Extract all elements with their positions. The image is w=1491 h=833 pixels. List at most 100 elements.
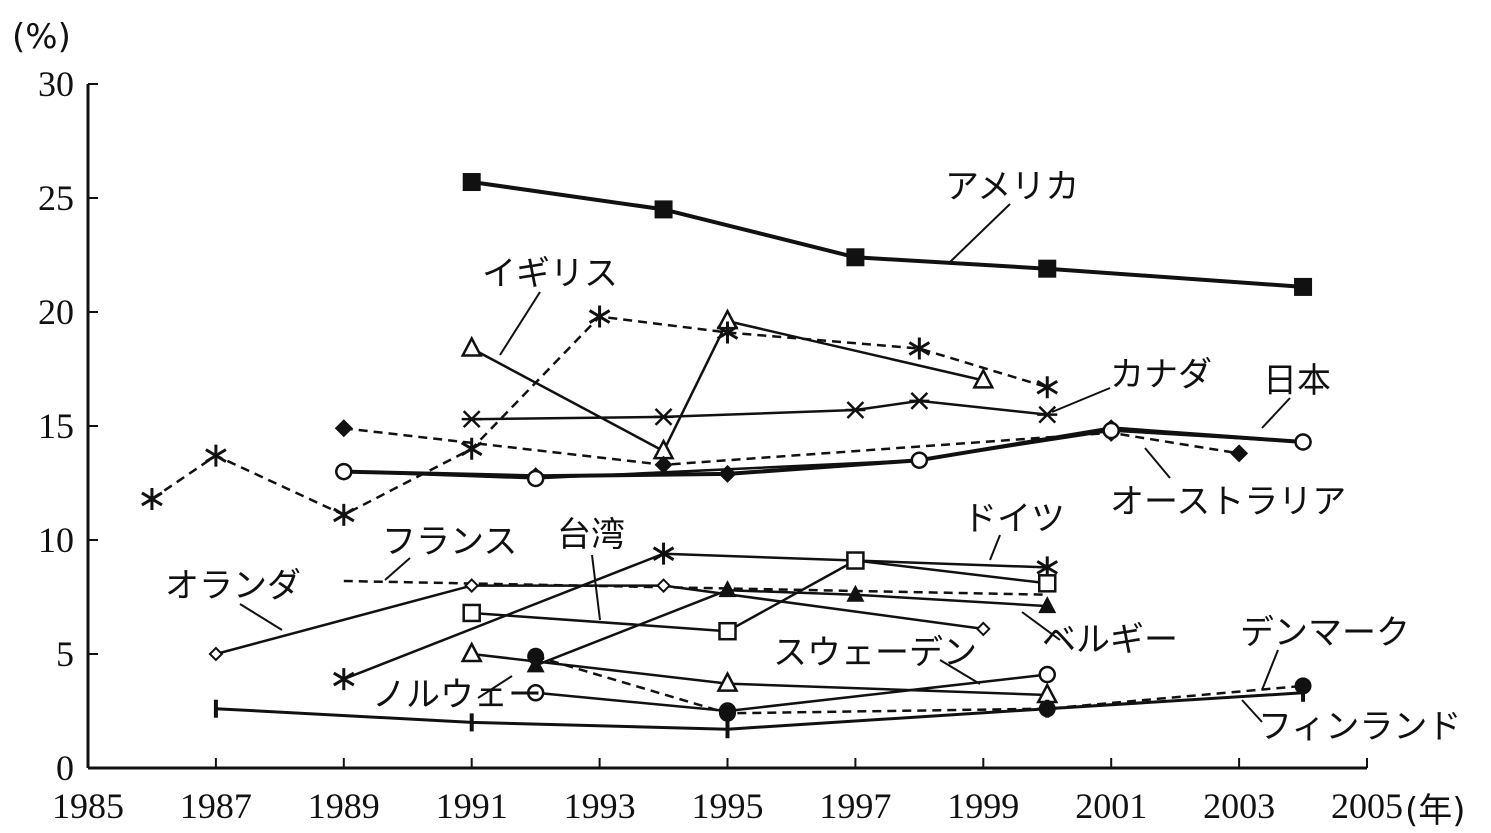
series-8 xyxy=(343,579,1048,596)
data-point xyxy=(654,455,673,474)
data-point xyxy=(208,646,224,662)
data-point xyxy=(464,578,480,594)
leader-line xyxy=(989,534,1001,561)
series-label: フランス xyxy=(382,522,517,562)
series-0 xyxy=(462,173,1313,296)
series-line xyxy=(471,559,1048,633)
axes: 0 5 10 15 20 25 30 1985 1987 1989 1991 1993 1995 1997… xyxy=(38,64,1403,826)
series-label: スウェーデン xyxy=(773,633,977,673)
leader-line xyxy=(939,659,981,685)
data-point xyxy=(141,487,163,510)
series-line xyxy=(151,315,1048,517)
series-label: オランダ xyxy=(165,566,301,606)
series-6 xyxy=(335,421,1312,488)
series-line xyxy=(343,427,1240,467)
series-line xyxy=(471,399,1048,421)
data-point xyxy=(652,542,675,565)
data-point xyxy=(972,367,995,389)
series-label: オーストラリア xyxy=(1110,482,1346,522)
data-point xyxy=(719,704,736,722)
series-line xyxy=(215,584,984,656)
series-label: カナダ xyxy=(1110,355,1212,395)
data-point xyxy=(526,684,545,702)
leader-line xyxy=(949,203,1011,263)
leader-line xyxy=(384,557,411,581)
series-label: 台湾 xyxy=(557,515,625,555)
series-label: ドイツ xyxy=(963,499,1065,539)
data-point xyxy=(1038,596,1057,614)
data-point xyxy=(909,392,930,410)
data-point xyxy=(716,321,739,344)
data-point xyxy=(910,451,929,469)
data-point xyxy=(1037,405,1058,424)
data-point xyxy=(656,578,671,594)
x-tick-label: 2003 xyxy=(1203,786,1275,826)
data-point xyxy=(908,337,931,360)
data-point xyxy=(653,407,674,426)
data-point xyxy=(1038,574,1057,593)
data-point xyxy=(333,503,355,526)
leader-line xyxy=(1051,387,1111,413)
y-tick-label: 15 xyxy=(38,406,74,446)
leader-line xyxy=(239,603,283,631)
series-3 xyxy=(461,392,1058,429)
series-line xyxy=(535,588,1048,667)
data-point xyxy=(335,462,353,481)
leader-line xyxy=(591,554,601,621)
y-axis-unit: (%) xyxy=(12,17,71,57)
series-10 xyxy=(462,551,1057,641)
series-line xyxy=(343,579,1048,596)
y-tick-label: 0 xyxy=(56,748,74,788)
data-point xyxy=(461,410,482,429)
data-point xyxy=(846,248,865,267)
y-tick-label: 30 xyxy=(38,64,74,104)
y-tick-label: 10 xyxy=(38,520,74,560)
series-label: ベルギー xyxy=(1042,620,1178,660)
series-line xyxy=(535,655,1304,715)
leader-line xyxy=(1261,397,1291,429)
series-label: ノルウェー xyxy=(372,675,542,715)
x-tick-label: 1995 xyxy=(692,786,764,826)
x-tick-label: 2001 xyxy=(1075,786,1147,826)
leader-line xyxy=(1241,699,1263,723)
data-point xyxy=(205,444,227,467)
leader-line xyxy=(477,675,513,699)
data-point xyxy=(462,173,481,192)
series-label: 日本 xyxy=(1263,361,1331,401)
data-point xyxy=(716,670,739,692)
data-point xyxy=(460,335,483,357)
data-point xyxy=(654,200,673,219)
data-point xyxy=(462,603,481,623)
data-point xyxy=(1038,259,1057,278)
x-tick-label: 1985 xyxy=(52,786,124,826)
data-point xyxy=(1038,665,1056,684)
data-point xyxy=(846,584,865,602)
data-point xyxy=(652,438,675,460)
x-tick-label: 2005 xyxy=(1331,786,1403,826)
y-tick-label: 25 xyxy=(38,178,74,218)
series-label: イギリス xyxy=(482,254,618,294)
data-point xyxy=(333,668,355,691)
series-9 xyxy=(208,578,991,662)
series-label: フィンランド xyxy=(1258,707,1461,747)
data-point xyxy=(718,621,737,641)
x-tick-label: 1991 xyxy=(436,786,508,826)
leader-line xyxy=(1144,447,1171,479)
data-point xyxy=(1036,376,1059,399)
series-line xyxy=(343,426,1304,479)
leader-line xyxy=(1021,611,1061,641)
data-point xyxy=(527,647,545,665)
data-point xyxy=(1294,433,1312,451)
series-2 xyxy=(141,305,1059,526)
y-tick-label: 20 xyxy=(38,292,74,332)
leader-line xyxy=(499,291,541,356)
series-11 xyxy=(526,580,1057,673)
series-label: デンマーク xyxy=(1240,613,1410,653)
data-point xyxy=(718,464,737,483)
data-point xyxy=(975,621,991,637)
data-point xyxy=(1230,444,1249,463)
data-point xyxy=(526,469,545,488)
x-tick-label: 1993 xyxy=(564,786,636,826)
